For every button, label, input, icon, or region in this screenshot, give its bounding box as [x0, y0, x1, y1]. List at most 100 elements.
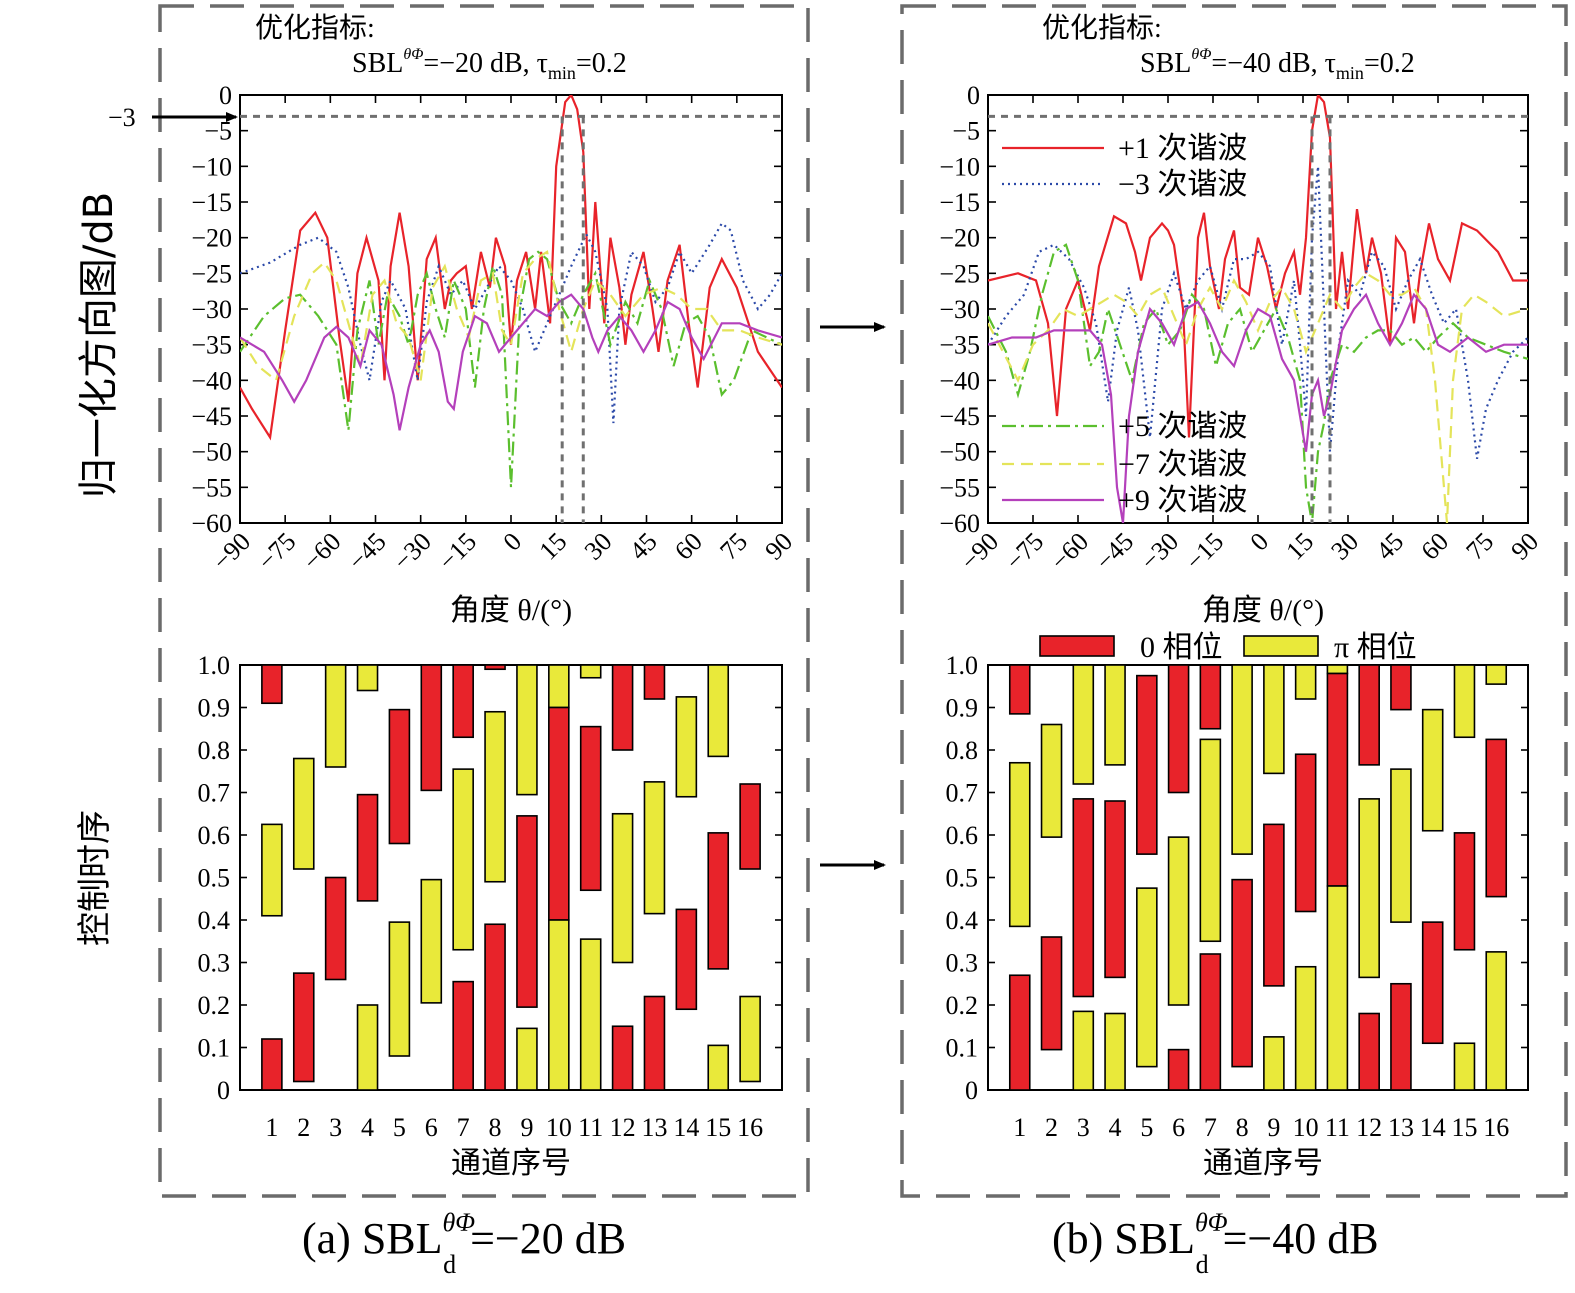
x-tick-label: −15 — [433, 527, 482, 576]
x-tick-label: 90 — [759, 527, 798, 566]
timing-segment-ch4 — [1104, 1012, 1126, 1091]
series-line-1 — [988, 95, 1528, 438]
legend-label-1: +1 次谐波 — [1118, 132, 1247, 165]
timing-segment-ch4 — [1104, 664, 1126, 766]
channel-label: 5 — [393, 1113, 406, 1142]
channel-label: 12 — [610, 1113, 636, 1142]
timing-segment-ch5 — [1136, 674, 1158, 855]
timing-segment-ch9 — [1263, 1036, 1285, 1091]
timing-segment-ch15 — [1453, 832, 1476, 951]
x-tick-label: 30 — [1325, 527, 1364, 566]
pattern-chart-b: 0−5−10−15−20−25−30−35−40−45−50−55−60−90−… — [939, 81, 1544, 576]
timing-segment-ch10 — [548, 919, 570, 1091]
timing-segment-ch8 — [1231, 878, 1253, 1068]
timing-segment-ch14 — [1421, 708, 1444, 832]
timing-segment-ch2 — [292, 972, 315, 1083]
timing-segment-ch6 — [1167, 836, 1190, 1006]
timing-segment-ch1 — [261, 823, 283, 917]
channel-label: 9 — [1267, 1113, 1280, 1142]
timing-segment-ch6 — [420, 878, 443, 1004]
timing-segment-ch6 — [1167, 1048, 1190, 1091]
y-tick-label: −60 — [939, 509, 980, 538]
timing-segment-ch3 — [324, 876, 347, 981]
channel-label: 16 — [737, 1113, 763, 1142]
t-tick-label: 1.0 — [946, 651, 979, 680]
timing-segment-ch12 — [611, 812, 634, 964]
channel-label: 2 — [1045, 1113, 1058, 1142]
y-tick-label: −55 — [191, 473, 232, 502]
y-tick-label: −60 — [191, 509, 232, 538]
timing-segment-ch12 — [611, 1025, 634, 1091]
channel-label: 8 — [489, 1113, 502, 1142]
t-tick-label: 0.5 — [198, 864, 231, 893]
channel-label: 13 — [641, 1113, 667, 1142]
x-tick-label: 60 — [669, 527, 708, 566]
y-tick-label: −20 — [939, 224, 980, 253]
t-tick-label: 0.9 — [946, 694, 979, 723]
y-tick-label: −40 — [939, 366, 980, 395]
panel-b-opt-label: 优化指标: — [1042, 12, 1162, 44]
t-tick-label: 1.0 — [198, 651, 231, 680]
pattern-ylabel: 归一化方向图/dB — [76, 192, 122, 498]
t-tick-label: 0.7 — [198, 779, 231, 808]
timing-segment-ch5 — [388, 708, 411, 845]
series-line-4 — [240, 250, 782, 383]
t-tick-label: 0.1 — [198, 1034, 231, 1063]
x-tick-label: −15 — [1180, 527, 1229, 576]
timing-segment-ch13 — [643, 995, 666, 1091]
pattern-curves — [988, 95, 1528, 523]
series-line-5 — [240, 293, 782, 431]
t-tick-label: 0.2 — [946, 991, 979, 1020]
timing-segment-ch9 — [516, 815, 538, 1008]
timing-segment-ch1 — [1008, 664, 1031, 715]
timing-segment-ch7 — [452, 980, 474, 1091]
channel-label: 12 — [1356, 1113, 1382, 1142]
y-tick-label: −20 — [191, 224, 232, 253]
timing-segment-ch13 — [643, 664, 666, 700]
series-line-3 — [240, 250, 782, 488]
timing-segment-ch1 — [1008, 974, 1031, 1091]
x-tick-label: 60 — [1415, 527, 1454, 566]
channel-label: 7 — [457, 1113, 470, 1142]
timing-segment-ch3 — [1072, 1010, 1095, 1091]
y-tick-label: −30 — [939, 295, 980, 324]
timing-segment-ch14 — [1421, 921, 1444, 1045]
t-tick-label: 0.8 — [198, 736, 231, 765]
t-tick-label: 0.6 — [198, 821, 231, 850]
timing-ylabel: 控制时序 — [75, 810, 115, 946]
timing-segment-ch12 — [611, 664, 634, 751]
channel-label: 11 — [578, 1113, 603, 1142]
timing-segment-ch1 — [261, 664, 283, 705]
timing-segment-ch9 — [516, 664, 538, 796]
timing-segment-ch6 — [420, 664, 443, 792]
pattern-plot-area — [239, 94, 783, 524]
caption-b: (b) SBLθΦ d=−40 dB — [1052, 1208, 1379, 1279]
channel-label: 8 — [1236, 1113, 1249, 1142]
legend-label-4: −7 次谐波 — [1118, 448, 1247, 481]
panel-a-opt-label: 优化指标: — [255, 12, 375, 44]
timing-segment-ch6 — [1167, 664, 1190, 794]
timing-segment-ch15 — [1453, 1042, 1476, 1091]
y-tick-label: −45 — [191, 402, 232, 431]
timing-segment-ch13 — [1390, 982, 1412, 1091]
x-tick-label: −45 — [342, 527, 391, 576]
timing-segment-ch4 — [356, 1004, 379, 1091]
t-tick-label: 0.6 — [946, 821, 979, 850]
timing-segment-ch13 — [1390, 768, 1412, 923]
timing-segment-ch15 — [707, 1044, 730, 1091]
t-tick-label: 0.4 — [198, 906, 231, 935]
timing-segment-ch9 — [1263, 823, 1285, 987]
timing-segment-ch16 — [1485, 951, 1508, 1091]
timing-segment-ch2 — [1040, 723, 1063, 838]
timing-segment-ch11 — [1326, 672, 1349, 887]
channel-label: 4 — [361, 1113, 374, 1142]
channel-label: 10 — [1293, 1113, 1319, 1142]
channel-label: 6 — [425, 1113, 438, 1142]
t-tick-label: 0 — [965, 1076, 978, 1105]
y-tick-label: 0 — [967, 81, 980, 110]
x-tick-label: 0 — [1245, 527, 1275, 557]
timing-segment-ch10 — [1294, 664, 1317, 700]
timing-segment-ch4 — [1104, 800, 1126, 979]
minus3-label: −3 — [108, 103, 136, 132]
